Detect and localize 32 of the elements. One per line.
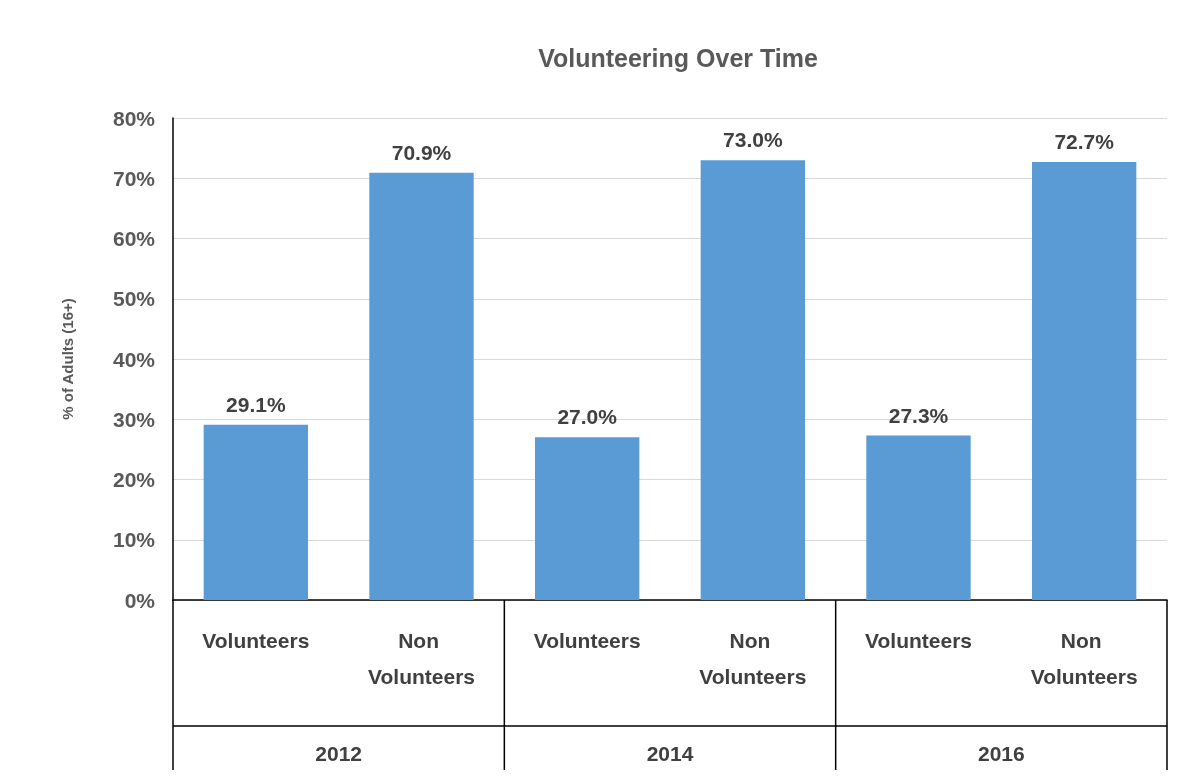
chart-title: Volunteering Over Time [538, 43, 818, 72]
x-tick-label: Non Volunteers [368, 628, 475, 688]
y-tick-label: 20% [112, 468, 156, 491]
y-tick-label: 0% [124, 588, 156, 612]
x-tick-label: Volunteers [533, 628, 641, 652]
bar [203, 424, 309, 600]
bar [534, 437, 640, 600]
y-tick-label: 70% [112, 166, 156, 190]
text: 2012 [315, 741, 363, 765]
data-label: 27.3% [888, 403, 949, 427]
x-tick-label: Non Volunteers [699, 628, 807, 688]
y-tick-label: 10% [112, 528, 156, 552]
data-label: 70.9% [391, 140, 452, 164]
bar [866, 435, 971, 600]
bar [1031, 161, 1137, 600]
bar [369, 172, 474, 600]
x-tick-label: Volunteers [202, 628, 310, 652]
y-tick-label: 50% [112, 287, 156, 311]
y-tick-label: 80% [112, 106, 156, 130]
bar [700, 160, 806, 600]
data-label: 72.7% [1054, 129, 1115, 153]
y-tick-label: 40% [112, 347, 156, 371]
data-label: 27.0% [557, 405, 618, 429]
text: 2016 [977, 741, 1025, 765]
data-label: 73.0% [723, 128, 783, 152]
y-tick-label: 60% [112, 227, 156, 250]
x-tick-label: Volunteers [865, 628, 972, 652]
y-axis-title: % of Adults (16+) [59, 298, 76, 420]
x-tick-label: Non Volunteers [1030, 628, 1138, 688]
text: 2014 [646, 741, 694, 765]
y-tick-label: 30% [112, 407, 156, 431]
data-label: 29.1% [226, 392, 286, 416]
